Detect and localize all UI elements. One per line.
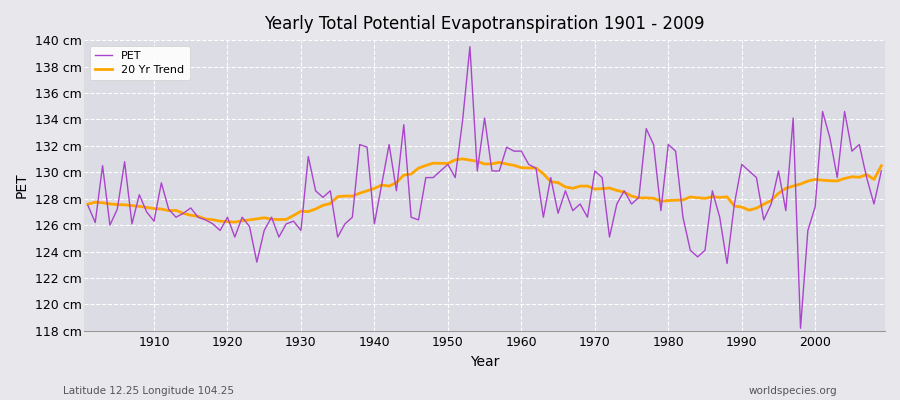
X-axis label: Year: Year: [470, 355, 500, 369]
Title: Yearly Total Potential Evapotranspiration 1901 - 2009: Yearly Total Potential Evapotranspiratio…: [265, 15, 705, 33]
Text: Latitude 12.25 Longitude 104.25: Latitude 12.25 Longitude 104.25: [63, 386, 234, 396]
PET: [83, 203, 94, 208]
PET: [611, 202, 622, 206]
20 Yr Trend: [876, 163, 886, 168]
PET: [795, 326, 806, 331]
20 Yr Trend: [457, 156, 468, 161]
20 Yr Trend: [531, 166, 542, 170]
20 Yr Trend: [523, 166, 534, 170]
Legend: PET, 20 Yr Trend: PET, 20 Yr Trend: [90, 46, 190, 80]
PET: [876, 168, 886, 173]
20 Yr Trend: [310, 206, 321, 211]
PET: [523, 162, 534, 167]
PET: [464, 44, 475, 49]
PET: [516, 149, 526, 154]
20 Yr Trend: [355, 191, 365, 196]
PET: [303, 154, 314, 159]
20 Yr Trend: [141, 205, 152, 210]
20 Yr Trend: [619, 190, 630, 194]
20 Yr Trend: [230, 220, 240, 224]
Y-axis label: PET: PET: [15, 173, 29, 198]
20 Yr Trend: [83, 202, 94, 206]
PET: [141, 210, 152, 214]
PET: [347, 215, 358, 220]
Line: 20 Yr Trend: 20 Yr Trend: [88, 159, 881, 222]
Text: worldspecies.org: worldspecies.org: [749, 386, 837, 396]
Line: PET: PET: [88, 47, 881, 328]
